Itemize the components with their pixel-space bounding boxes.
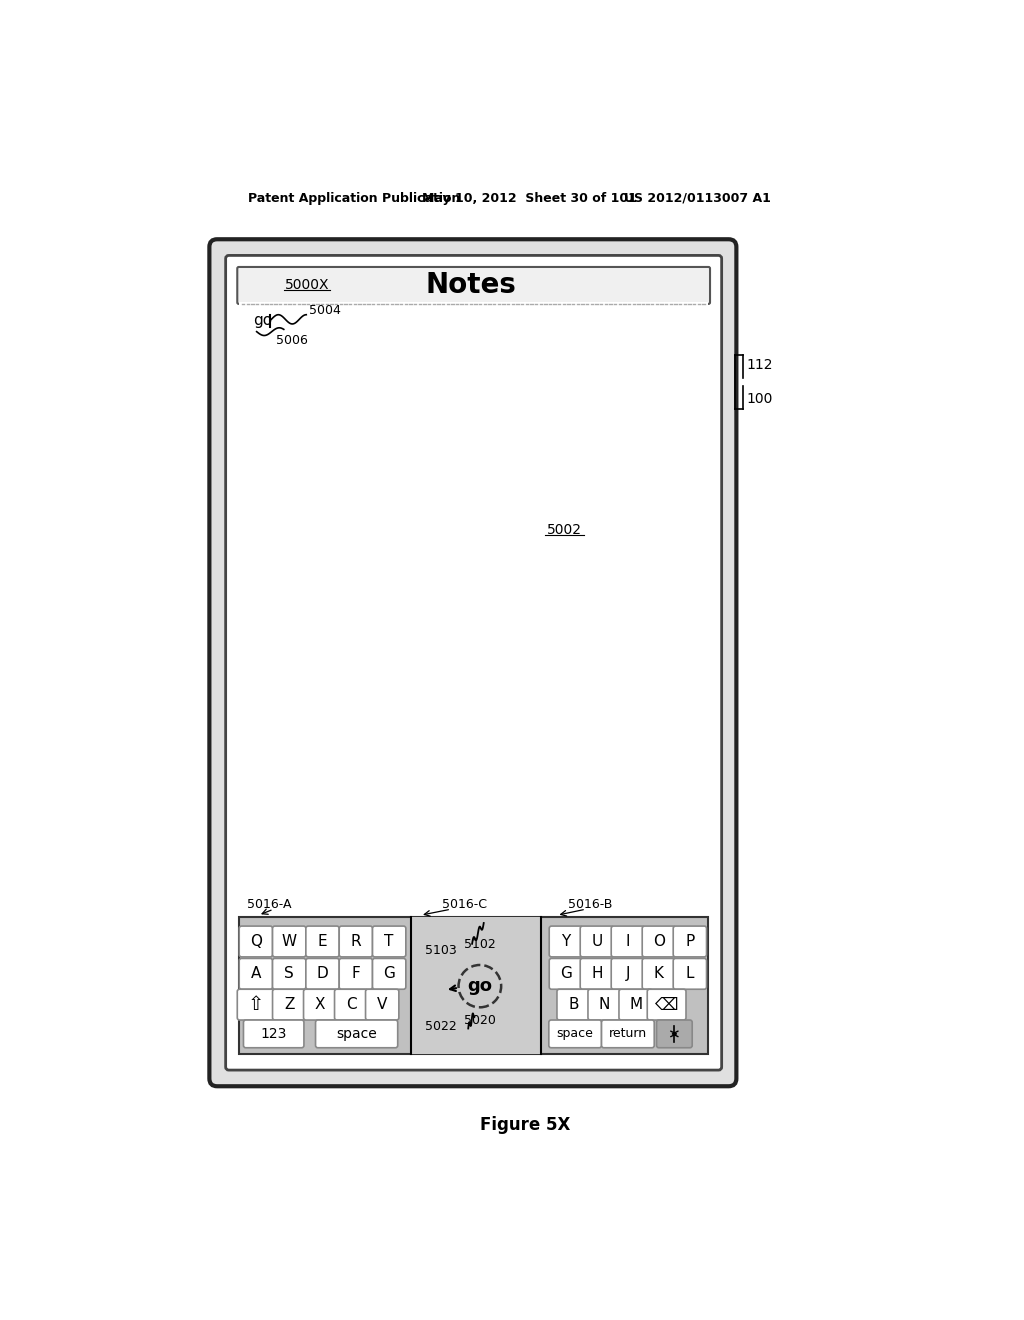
Text: C: C: [346, 997, 356, 1012]
Text: 5006: 5006: [276, 334, 308, 347]
Text: H: H: [591, 966, 603, 981]
FancyBboxPatch shape: [339, 927, 373, 957]
FancyBboxPatch shape: [306, 927, 339, 957]
FancyBboxPatch shape: [373, 958, 406, 989]
FancyBboxPatch shape: [611, 958, 644, 989]
FancyBboxPatch shape: [306, 958, 339, 989]
Text: go: go: [467, 977, 493, 995]
FancyBboxPatch shape: [366, 989, 399, 1020]
FancyBboxPatch shape: [303, 989, 337, 1020]
Text: B: B: [568, 997, 579, 1012]
Text: 5004: 5004: [308, 304, 340, 317]
FancyBboxPatch shape: [549, 1020, 601, 1048]
Text: Q: Q: [250, 935, 262, 949]
Text: P: P: [685, 935, 694, 949]
FancyBboxPatch shape: [272, 927, 306, 957]
Text: T: T: [384, 935, 394, 949]
Text: Y: Y: [561, 935, 570, 949]
Text: 5016-A: 5016-A: [247, 898, 291, 911]
Text: go: go: [253, 313, 272, 329]
FancyBboxPatch shape: [581, 927, 613, 957]
FancyBboxPatch shape: [647, 989, 686, 1020]
Text: W: W: [282, 935, 297, 949]
FancyBboxPatch shape: [238, 267, 710, 304]
Text: 5022: 5022: [425, 1019, 457, 1032]
Text: 123: 123: [260, 1027, 287, 1041]
FancyBboxPatch shape: [411, 917, 541, 1053]
FancyBboxPatch shape: [549, 958, 583, 989]
Text: J: J: [626, 966, 630, 981]
FancyBboxPatch shape: [581, 958, 613, 989]
FancyBboxPatch shape: [611, 927, 644, 957]
Text: N: N: [599, 997, 610, 1012]
FancyBboxPatch shape: [601, 1020, 654, 1048]
FancyBboxPatch shape: [557, 989, 590, 1020]
Text: 5000X: 5000X: [285, 279, 330, 293]
Text: G: G: [383, 966, 395, 981]
FancyBboxPatch shape: [618, 989, 652, 1020]
Text: Notes: Notes: [426, 272, 517, 300]
Text: L: L: [686, 966, 694, 981]
FancyBboxPatch shape: [673, 927, 707, 957]
Text: Figure 5X: Figure 5X: [479, 1115, 570, 1134]
Text: 100: 100: [746, 392, 773, 405]
Text: O: O: [653, 935, 665, 949]
FancyBboxPatch shape: [315, 1020, 397, 1048]
Text: R: R: [350, 935, 361, 949]
FancyBboxPatch shape: [549, 927, 583, 957]
Text: I: I: [626, 935, 630, 949]
FancyBboxPatch shape: [240, 927, 272, 957]
FancyBboxPatch shape: [588, 989, 622, 1020]
FancyBboxPatch shape: [272, 958, 306, 989]
Text: K: K: [654, 966, 664, 981]
Text: 5020: 5020: [464, 1014, 496, 1027]
FancyBboxPatch shape: [656, 1020, 692, 1048]
Text: Z: Z: [284, 997, 294, 1012]
Text: 5102: 5102: [464, 939, 496, 952]
FancyBboxPatch shape: [642, 958, 676, 989]
FancyBboxPatch shape: [239, 917, 709, 1053]
Text: space: space: [336, 1027, 377, 1041]
Text: D: D: [316, 966, 329, 981]
Text: M: M: [629, 997, 642, 1012]
Text: May 10, 2012  Sheet 30 of 101: May 10, 2012 Sheet 30 of 101: [423, 191, 637, 205]
Text: ⇧: ⇧: [248, 995, 264, 1014]
Text: U: U: [591, 935, 602, 949]
Text: ⌫: ⌫: [655, 995, 678, 1014]
Text: E: E: [317, 935, 328, 949]
FancyBboxPatch shape: [209, 239, 736, 1086]
Text: A: A: [251, 966, 261, 981]
FancyBboxPatch shape: [238, 989, 274, 1020]
FancyBboxPatch shape: [673, 958, 707, 989]
Text: return: return: [609, 1027, 647, 1040]
FancyBboxPatch shape: [239, 302, 709, 915]
FancyBboxPatch shape: [244, 1020, 304, 1048]
Text: F: F: [351, 966, 360, 981]
FancyBboxPatch shape: [240, 958, 272, 989]
FancyBboxPatch shape: [225, 256, 722, 1071]
Text: space: space: [557, 1027, 594, 1040]
Text: Patent Application Publication: Patent Application Publication: [248, 191, 461, 205]
Text: 5103: 5103: [425, 944, 457, 957]
Text: 5002: 5002: [547, 523, 582, 537]
FancyBboxPatch shape: [272, 989, 306, 1020]
FancyBboxPatch shape: [373, 927, 406, 957]
Text: V: V: [377, 997, 387, 1012]
FancyBboxPatch shape: [339, 958, 373, 989]
FancyBboxPatch shape: [335, 989, 368, 1020]
Text: X: X: [315, 997, 326, 1012]
FancyBboxPatch shape: [642, 927, 676, 957]
Text: G: G: [560, 966, 571, 981]
Text: US 2012/0113007 A1: US 2012/0113007 A1: [624, 191, 771, 205]
Text: 5016-C: 5016-C: [442, 898, 486, 911]
Text: 112: 112: [746, 358, 773, 372]
Text: 5016-B: 5016-B: [568, 898, 612, 911]
Text: S: S: [285, 966, 294, 981]
